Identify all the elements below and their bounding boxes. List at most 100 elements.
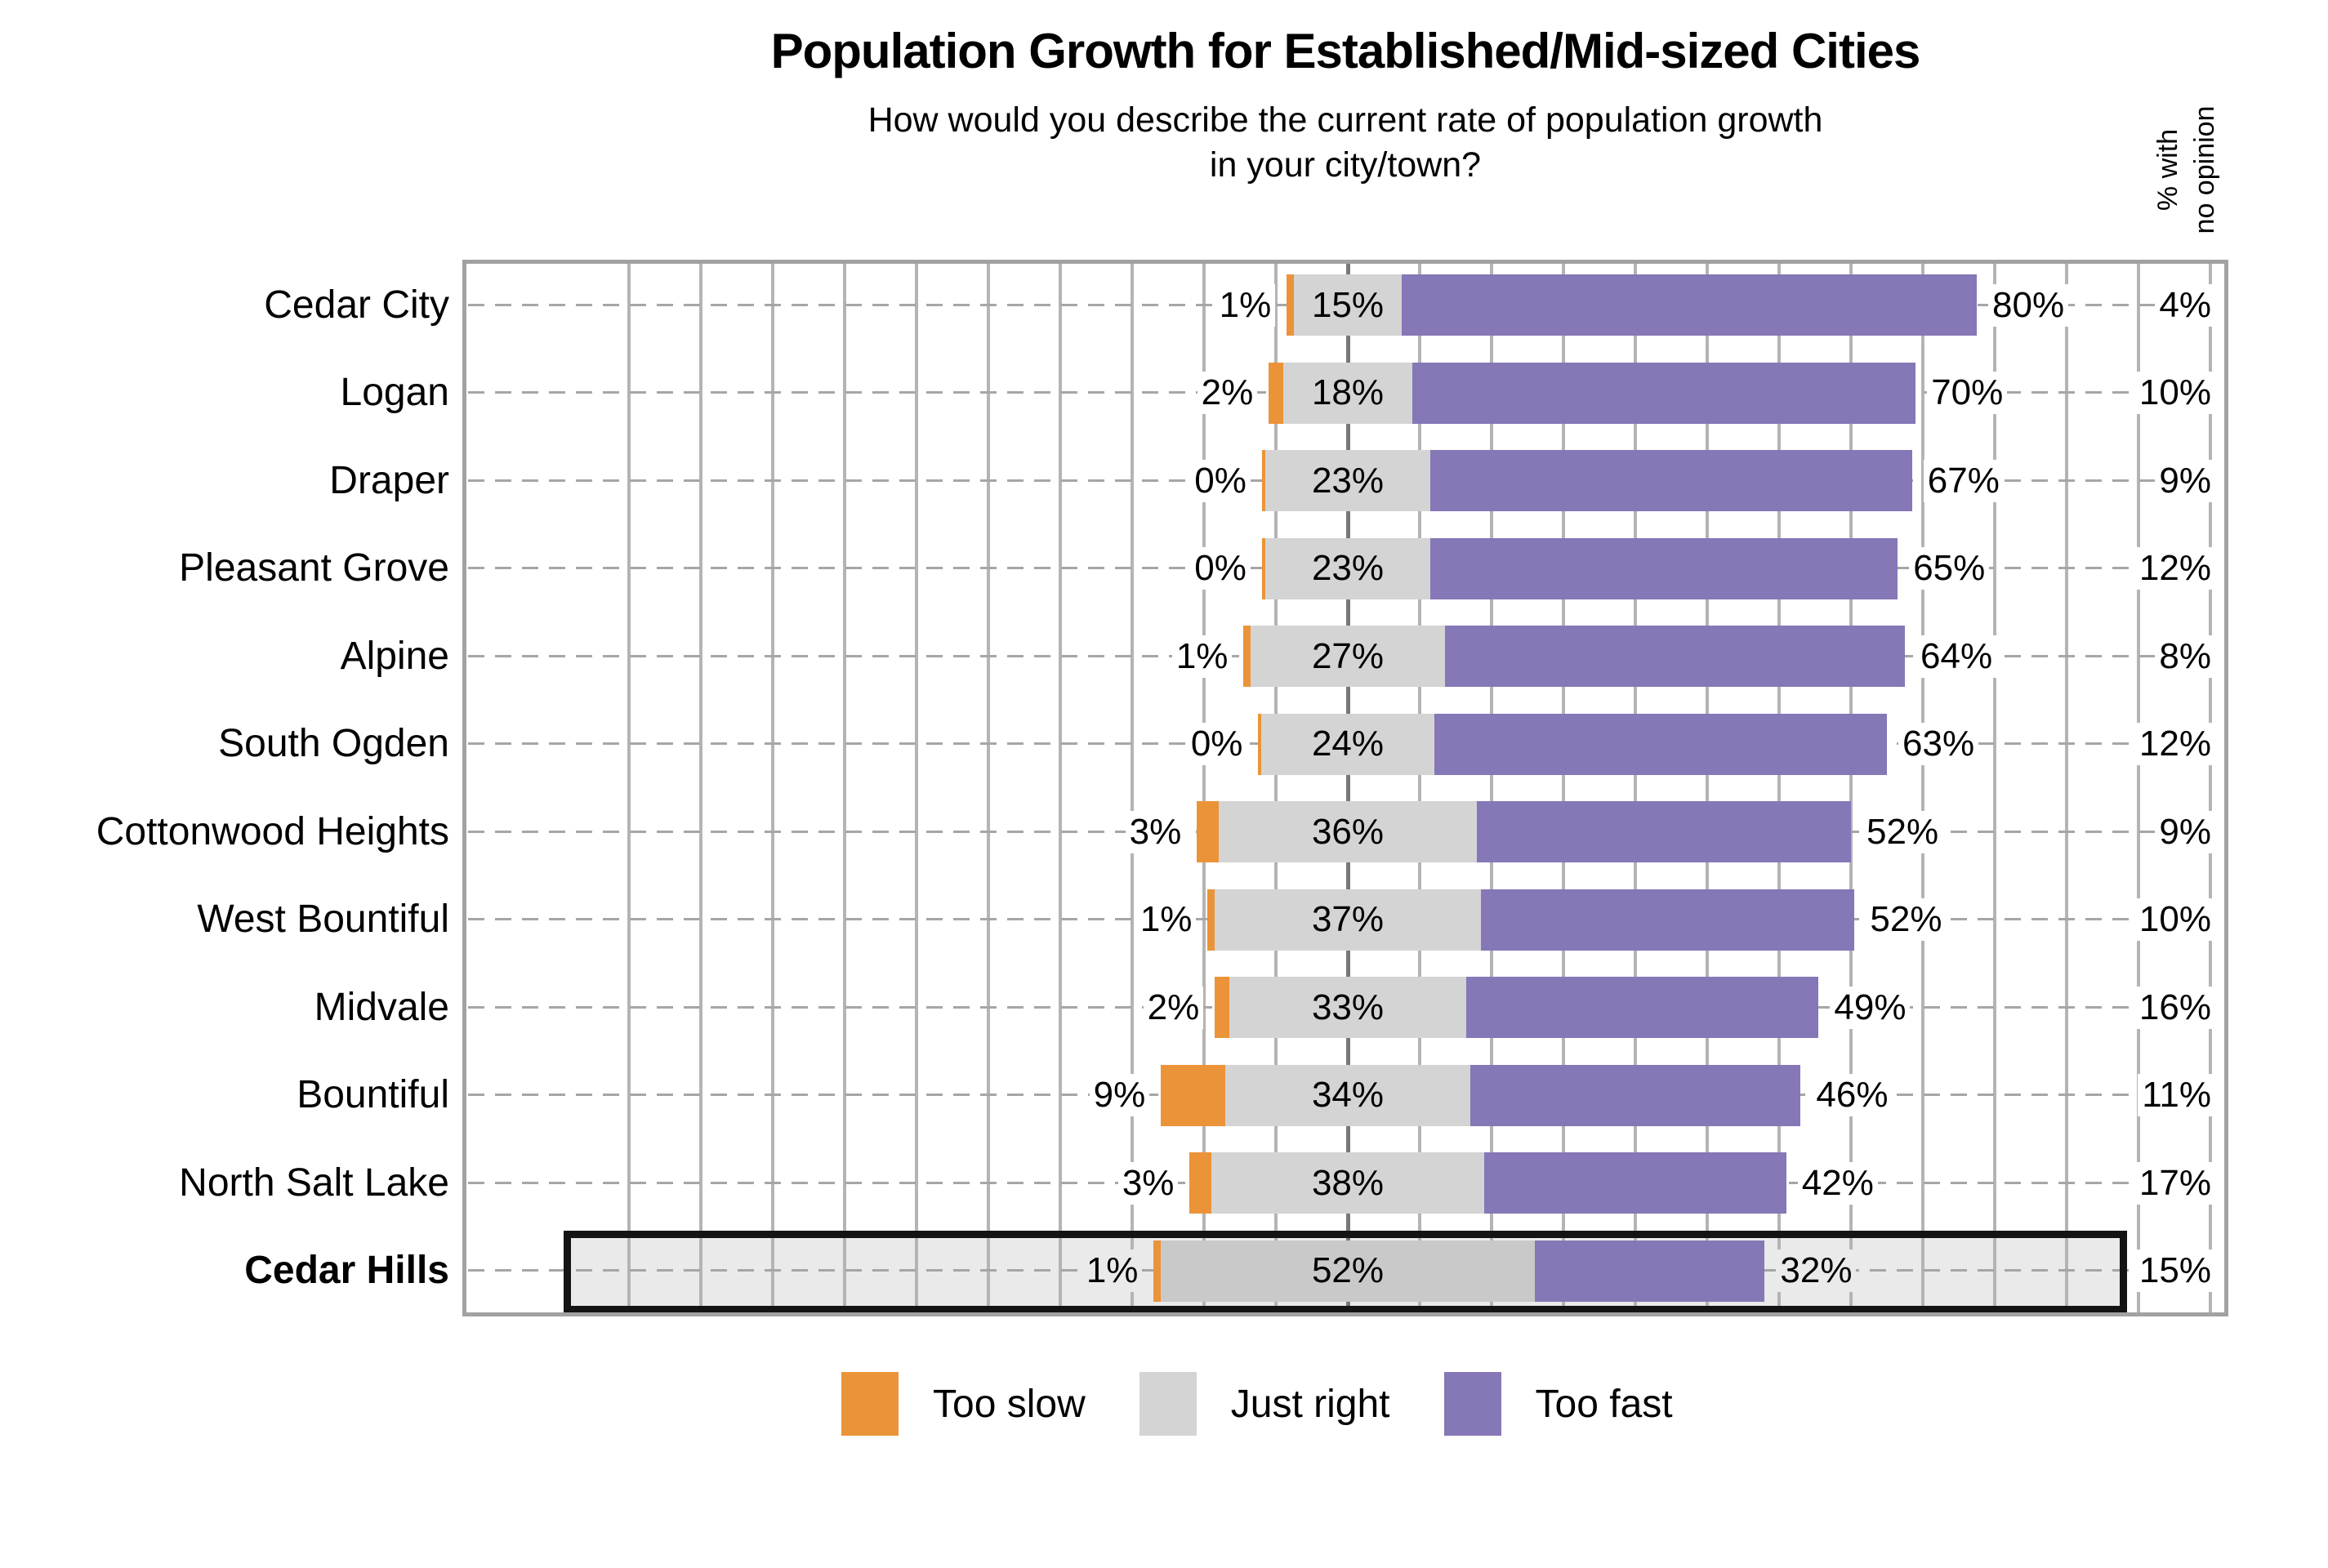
segment-just-right bbox=[1264, 450, 1431, 512]
segment-too-slow bbox=[1261, 450, 1265, 512]
segment-too-fast bbox=[1430, 537, 1898, 599]
legend-label-too-fast: Too fast bbox=[1535, 1382, 1673, 1426]
label-too-slow: 2% bbox=[1197, 372, 1258, 415]
label-just-right: 18% bbox=[1311, 372, 1385, 413]
segment-just-right bbox=[1215, 889, 1481, 951]
gridline bbox=[1849, 261, 1853, 1315]
category-label: Logan bbox=[340, 371, 449, 415]
gridline bbox=[1202, 261, 1206, 1315]
legend-swatch-just-right bbox=[1139, 1372, 1197, 1436]
segment-too-slow bbox=[1197, 801, 1219, 863]
category-label: Alpine bbox=[340, 634, 449, 678]
label-just-right: 36% bbox=[1311, 811, 1385, 852]
no-opinion-column-header: % with no opinion bbox=[2150, 76, 2225, 264]
label-just-right: 38% bbox=[1311, 1162, 1385, 1203]
label-just-right: 52% bbox=[1311, 1250, 1385, 1291]
legend-label-too-slow: Too slow bbox=[933, 1382, 1086, 1426]
label-just-right: 23% bbox=[1311, 548, 1385, 589]
label-too-fast: 67% bbox=[1923, 459, 2004, 502]
category-label: West Bountiful bbox=[197, 898, 449, 942]
label-no-opinion: 10% bbox=[2134, 898, 2215, 942]
gridline bbox=[1706, 261, 1709, 1315]
legend: Too slow Just right Too fast bbox=[841, 1372, 1673, 1436]
label-too-slow: 0% bbox=[1190, 547, 1251, 590]
label-too-fast: 32% bbox=[1776, 1250, 1857, 1293]
gridline bbox=[1921, 261, 1924, 1315]
legend-label-just-right: Just right bbox=[1230, 1382, 1390, 1426]
segment-too-slow bbox=[1243, 626, 1251, 688]
gridline bbox=[2209, 261, 2212, 1315]
category-label: Cottonwood Heights bbox=[96, 809, 449, 853]
segment-just-right bbox=[1225, 1064, 1470, 1126]
label-too-slow: 3% bbox=[1125, 810, 1186, 853]
highlight-row-border bbox=[564, 1230, 2127, 1313]
gridline bbox=[1993, 261, 1996, 1315]
label-just-right: 24% bbox=[1311, 724, 1385, 764]
segment-too-fast bbox=[1466, 977, 1819, 1039]
gridline bbox=[2137, 261, 2140, 1315]
label-too-fast: 65% bbox=[1909, 547, 1990, 590]
chart-subtitle-line-2: in your city/town? bbox=[1209, 145, 1482, 185]
chart-subtitle-line-1: How would you describe the current rate … bbox=[867, 100, 1823, 140]
gridline bbox=[1490, 261, 1493, 1315]
segment-too-fast bbox=[1534, 1240, 1765, 1302]
gridline bbox=[771, 261, 774, 1315]
segment-too-fast bbox=[1469, 1064, 1801, 1126]
label-no-opinion: 10% bbox=[2134, 372, 2215, 415]
segment-too-slow bbox=[1287, 274, 1294, 336]
label-too-fast: 52% bbox=[1866, 898, 1947, 942]
segment-too-slow bbox=[1207, 889, 1215, 951]
category-label: Midvale bbox=[314, 985, 449, 1029]
no-opinion-header-line-1: % with bbox=[2152, 128, 2183, 212]
label-no-opinion: 4% bbox=[2155, 283, 2215, 327]
label-too-slow: 1% bbox=[1081, 1250, 1143, 1293]
category-label: Bountiful bbox=[297, 1073, 449, 1117]
label-no-opinion: 17% bbox=[2134, 1161, 2215, 1205]
chart-subtitle: How would you describe the current rate … bbox=[464, 98, 2227, 188]
label-no-opinion: 9% bbox=[2155, 459, 2215, 502]
segment-too-fast bbox=[1430, 450, 1912, 512]
segment-just-right bbox=[1218, 801, 1478, 863]
gridline bbox=[843, 261, 846, 1315]
segment-too-slow bbox=[1261, 537, 1265, 599]
legend-item-just-right: Just right bbox=[1139, 1372, 1390, 1436]
segment-too-slow bbox=[1269, 362, 1283, 424]
label-too-fast: 70% bbox=[1927, 372, 2008, 415]
segment-too-fast bbox=[1480, 889, 1855, 951]
legend-item-too-fast: Too fast bbox=[1443, 1372, 1673, 1436]
segment-just-right bbox=[1211, 1152, 1485, 1214]
label-too-slow: 9% bbox=[1089, 1074, 1150, 1117]
label-too-fast: 49% bbox=[1830, 986, 1911, 1029]
label-no-opinion: 11% bbox=[2138, 1074, 2215, 1117]
segment-just-right bbox=[1264, 537, 1431, 599]
gridline bbox=[1059, 261, 1062, 1315]
chart-title: Population Growth for Established/Mid-si… bbox=[770, 24, 1921, 78]
label-too-fast: 46% bbox=[1812, 1074, 1893, 1117]
segment-too-fast bbox=[1402, 274, 1977, 336]
label-no-opinion: 16% bbox=[2134, 986, 2215, 1029]
segment-too-fast bbox=[1434, 713, 1887, 775]
gridline bbox=[987, 261, 990, 1315]
segment-too-fast bbox=[1444, 626, 1905, 688]
segment-just-right bbox=[1229, 977, 1467, 1039]
gridline bbox=[1777, 261, 1781, 1315]
legend-item-too-slow: Too slow bbox=[841, 1372, 1086, 1436]
legend-swatch-too-fast bbox=[1443, 1372, 1501, 1436]
segment-too-slow bbox=[1258, 713, 1262, 775]
label-too-slow: 1% bbox=[1171, 635, 1233, 678]
gridline bbox=[699, 261, 702, 1315]
label-no-opinion: 9% bbox=[2155, 810, 2215, 853]
label-no-opinion: 8% bbox=[2155, 635, 2215, 678]
gridline bbox=[2065, 261, 2068, 1315]
segment-just-right bbox=[1161, 1240, 1535, 1302]
label-just-right: 34% bbox=[1311, 1075, 1385, 1116]
gridline bbox=[627, 261, 631, 1315]
gridline bbox=[1634, 261, 1637, 1315]
label-too-fast: 64% bbox=[1916, 635, 1997, 678]
segment-too-fast bbox=[1477, 801, 1851, 863]
category-label: North Salt Lake bbox=[179, 1160, 449, 1205]
label-just-right: 33% bbox=[1311, 987, 1385, 1027]
segment-too-fast bbox=[1484, 1152, 1786, 1214]
segment-just-right bbox=[1294, 274, 1402, 336]
